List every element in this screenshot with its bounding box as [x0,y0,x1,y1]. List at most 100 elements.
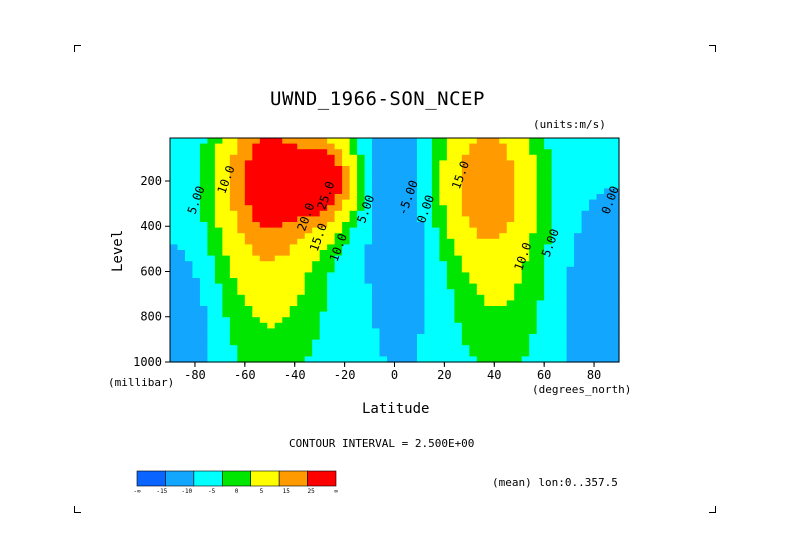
field-cell [372,272,381,279]
field-cell [401,138,411,145]
field-cell [229,138,238,145]
field-cell [177,188,186,195]
field-cell [357,350,366,357]
field-cell [304,188,313,195]
field-cell [529,233,538,240]
colorbar-swatch [307,470,337,487]
field-cell [416,138,426,145]
field-cell [439,317,448,324]
field-cell [192,182,201,189]
field-cell [184,283,194,290]
field-cell [521,278,530,285]
field-cell [282,182,291,189]
field-cell [229,171,238,178]
field-cell [559,311,568,318]
field-cell [297,227,306,234]
field-cell [252,160,261,167]
field-cell [409,244,418,251]
field-cell [559,283,568,290]
field-cell [611,300,620,307]
field-cell [297,345,306,352]
field-cell [589,188,598,195]
field-cell [544,238,553,245]
field-cell [297,216,306,223]
field-cell [170,283,179,290]
field-cell [297,222,306,229]
field-cell [170,143,179,150]
field-cell [170,317,179,324]
field-cell [372,227,381,234]
field-cell [439,227,448,234]
field-cell [192,154,201,161]
field-cell [319,216,328,223]
field-cell [244,227,253,234]
field-cell [259,334,268,341]
field-cell [424,300,433,307]
field-cell [461,250,470,257]
field-cell [559,182,568,189]
field-cell [604,283,613,290]
x-axis-units: (degrees_north) [532,383,632,396]
field-cell [252,205,261,212]
field-cell [521,233,530,240]
field-cell [252,272,261,279]
field-cell [334,311,343,318]
field-cell [207,255,216,262]
field-cell [274,294,283,301]
field-cell [177,160,186,167]
field-cell [454,149,463,156]
field-cell [214,138,223,145]
field-cell [491,350,500,357]
field-cell [244,334,253,341]
field-cell [297,210,306,217]
field-cell [342,177,351,184]
field-cell [514,345,523,352]
field-cell [334,149,343,156]
field-cell [394,350,403,357]
field-cell [297,188,306,195]
field-cell [529,210,538,217]
field-cell [184,311,194,318]
field-cell [499,356,508,363]
field-cell [342,322,351,329]
field-cell [499,328,508,335]
field-cell [461,233,470,240]
field-cell [551,255,560,262]
field-cell [222,205,231,212]
field-cell [566,222,575,229]
field-cell [229,194,238,201]
field-cell [514,328,523,335]
field-cell [237,177,246,184]
field-cell [222,289,231,296]
field-cell [252,177,261,184]
field-cell [252,210,261,217]
field-cell [514,149,523,156]
field-cell [304,171,313,178]
field-cell [387,306,396,313]
field-cell [604,138,613,145]
field-cell [409,328,418,335]
field-cell [207,143,216,150]
field-cell [469,194,478,201]
field-cell [259,345,268,352]
field-cell [334,317,343,324]
field-cell [252,283,261,290]
field-cell [319,160,328,167]
field-cell [469,339,478,346]
x-tick-label: 80 [587,368,601,382]
field-cell [446,317,455,324]
field-cell [349,278,358,285]
field-cell [514,210,523,217]
field-cell [199,328,209,335]
field-cell [184,166,194,173]
field-cell [170,154,179,161]
field-cell [566,205,575,212]
field-cell [244,306,253,313]
field-cell [431,188,440,195]
field-cell [469,233,478,240]
field-cell [604,322,613,329]
field-cell [611,294,620,301]
field-cell [177,143,186,150]
field-cell [214,350,223,357]
field-cell [244,345,253,352]
